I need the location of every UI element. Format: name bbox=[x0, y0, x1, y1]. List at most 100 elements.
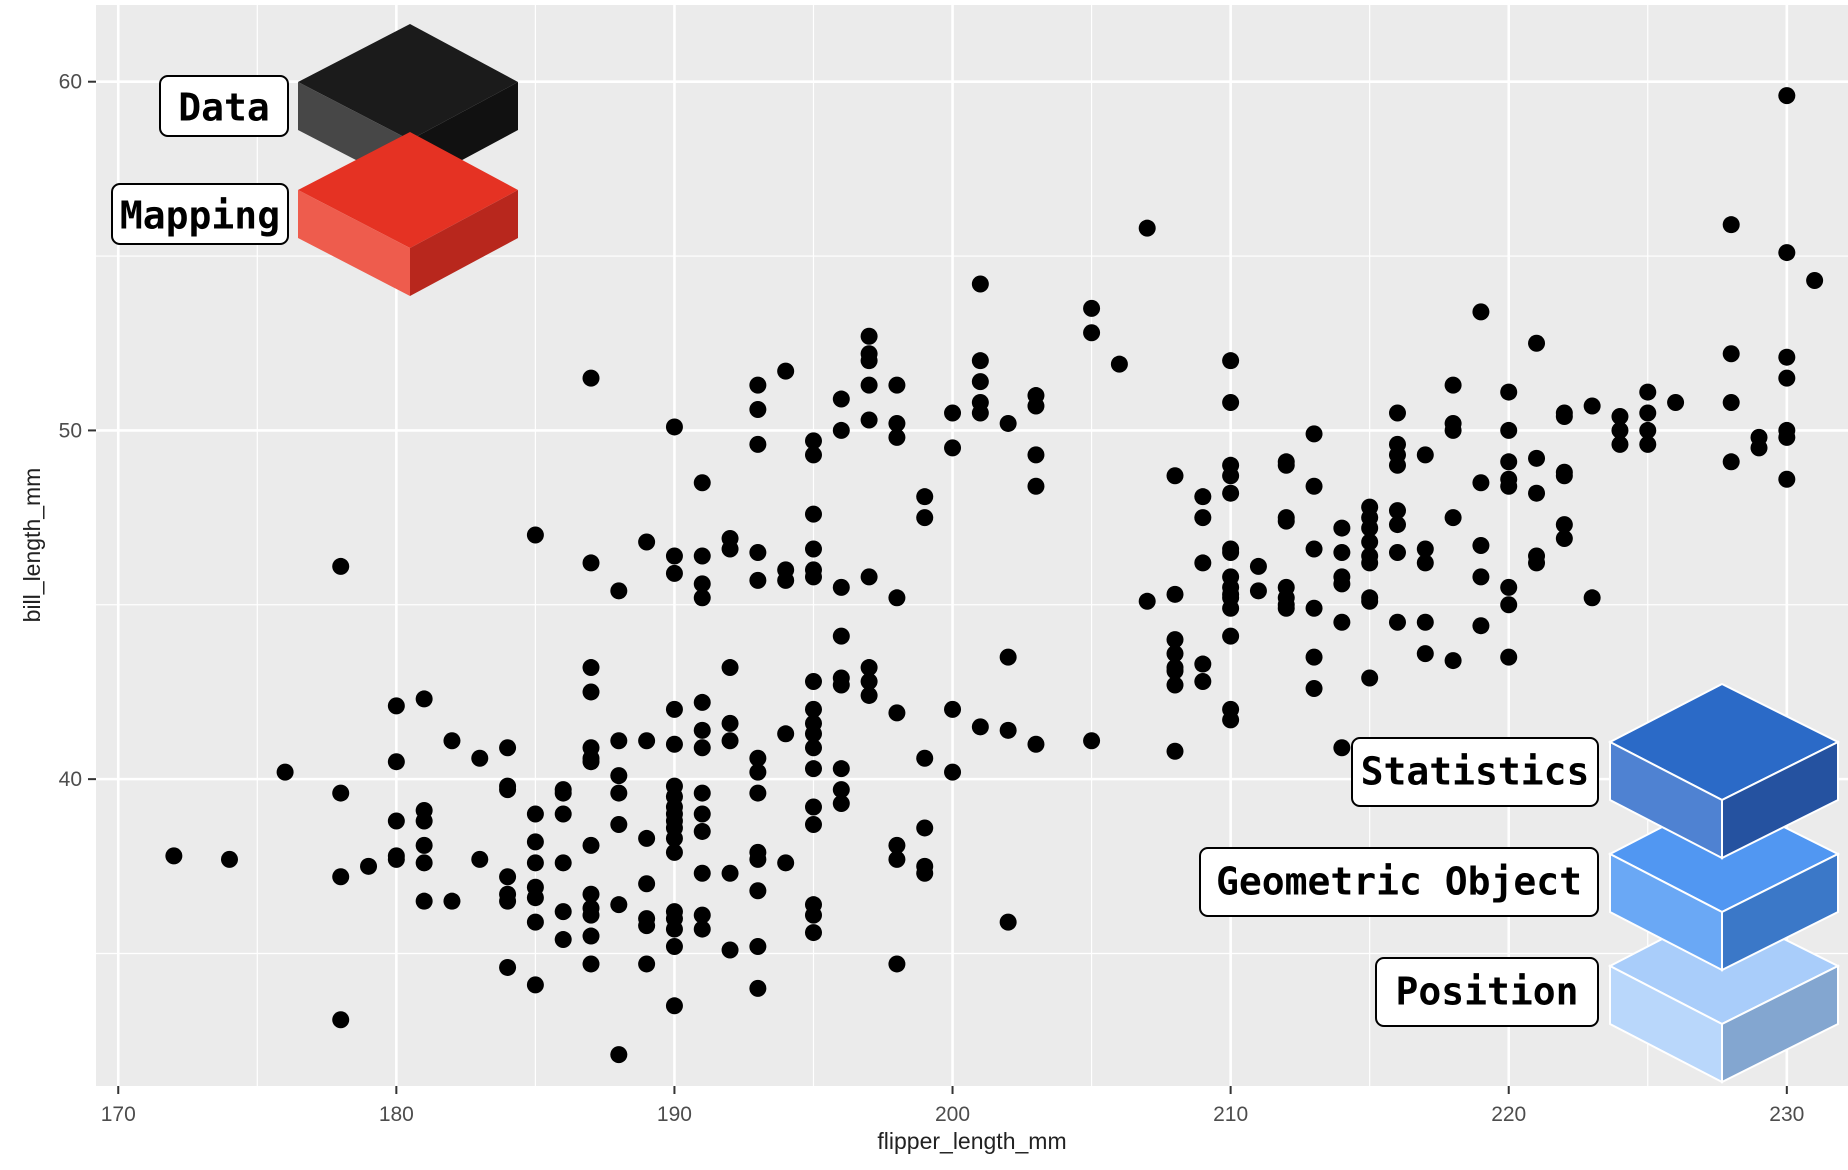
data-point bbox=[387, 697, 405, 715]
data-point bbox=[1778, 470, 1796, 488]
data-point bbox=[610, 1046, 628, 1064]
data-point bbox=[1222, 467, 1240, 485]
data-point bbox=[832, 578, 850, 596]
data-point bbox=[499, 892, 517, 910]
data-point bbox=[721, 941, 739, 959]
data-point bbox=[1277, 456, 1295, 474]
data-point bbox=[1277, 599, 1295, 617]
scatter-points bbox=[165, 87, 1824, 1064]
data-point bbox=[332, 868, 350, 886]
layer-label-box-mapping bbox=[111, 183, 289, 245]
data-point bbox=[665, 418, 683, 436]
data-point bbox=[888, 850, 906, 868]
data-point bbox=[1806, 271, 1824, 289]
data-point bbox=[1361, 669, 1379, 687]
data-point bbox=[888, 955, 906, 973]
data-point bbox=[749, 850, 767, 868]
data-point bbox=[1416, 613, 1434, 631]
data-point bbox=[638, 917, 656, 935]
data-point bbox=[665, 547, 683, 565]
data-point bbox=[526, 889, 544, 907]
data-point bbox=[610, 767, 628, 785]
data-point bbox=[916, 864, 934, 882]
data-point bbox=[526, 913, 544, 931]
data-point bbox=[1472, 617, 1490, 635]
data-point bbox=[832, 421, 850, 439]
data-point bbox=[1778, 87, 1796, 105]
x-axis-title: flipper_length_mm bbox=[877, 1128, 1066, 1154]
data-point bbox=[1388, 456, 1406, 474]
data-point bbox=[1027, 735, 1045, 753]
layer-block-position-right bbox=[1721, 964, 1839, 1084]
data-point bbox=[1583, 589, 1601, 607]
data-point bbox=[916, 509, 934, 527]
data-point bbox=[693, 721, 711, 739]
layer-label-position: Position bbox=[1395, 970, 1578, 1014]
data-point bbox=[1722, 216, 1740, 234]
data-point bbox=[526, 976, 544, 994]
data-point bbox=[1444, 509, 1462, 527]
data-point bbox=[387, 753, 405, 771]
data-point bbox=[1500, 453, 1518, 471]
data-point bbox=[638, 829, 656, 847]
data-point bbox=[693, 805, 711, 823]
data-point bbox=[832, 795, 850, 813]
data-point bbox=[471, 850, 489, 868]
data-point bbox=[944, 404, 962, 422]
data-point bbox=[1500, 421, 1518, 439]
layer-block-mapping-right bbox=[410, 190, 518, 296]
data-point bbox=[832, 781, 850, 799]
data-point bbox=[693, 547, 711, 565]
data-point bbox=[1472, 568, 1490, 586]
data-point bbox=[1249, 582, 1267, 600]
data-point bbox=[1222, 352, 1240, 370]
data-point bbox=[638, 875, 656, 893]
data-point bbox=[1083, 299, 1101, 317]
layer-label-box-geometric-object bbox=[1199, 847, 1599, 917]
data-point bbox=[999, 414, 1017, 432]
data-point bbox=[1639, 404, 1657, 422]
data-point bbox=[888, 428, 906, 446]
data-point bbox=[1472, 474, 1490, 492]
data-point bbox=[944, 700, 962, 718]
data-point bbox=[1194, 672, 1212, 690]
data-point bbox=[1444, 421, 1462, 439]
data-point bbox=[1500, 383, 1518, 401]
data-point bbox=[554, 854, 572, 872]
layer-block-statistics: Statistics bbox=[1351, 682, 1841, 860]
x-tick-label: 220 bbox=[1491, 1103, 1526, 1126]
data-point bbox=[610, 732, 628, 750]
data-point bbox=[1194, 488, 1212, 506]
data-point bbox=[804, 725, 822, 743]
data-point bbox=[415, 836, 433, 854]
data-point bbox=[888, 414, 906, 432]
data-point bbox=[1138, 219, 1156, 237]
layer-block-mapping: Mapping bbox=[111, 132, 518, 296]
data-point bbox=[1166, 742, 1184, 760]
data-point bbox=[804, 568, 822, 586]
data-point bbox=[665, 843, 683, 861]
data-point bbox=[777, 725, 795, 743]
data-point bbox=[610, 784, 628, 802]
data-point bbox=[1388, 404, 1406, 422]
y-tick-label: 50 bbox=[59, 419, 82, 442]
data-point bbox=[665, 700, 683, 718]
data-point bbox=[1528, 554, 1546, 572]
axis-ticks: 170 180 190 200 210 220 230 40 50 60 bbox=[59, 71, 1805, 1126]
data-point bbox=[804, 432, 822, 450]
data-point bbox=[1778, 428, 1796, 446]
data-point bbox=[554, 784, 572, 802]
data-point bbox=[804, 700, 822, 718]
data-point bbox=[804, 739, 822, 757]
data-point bbox=[665, 920, 683, 938]
data-point bbox=[1555, 530, 1573, 548]
data-point bbox=[665, 829, 683, 847]
data-point bbox=[916, 488, 934, 506]
data-point bbox=[804, 798, 822, 816]
x-tick-label: 170 bbox=[101, 1103, 136, 1126]
data-point bbox=[804, 672, 822, 690]
layer-block-statistics-right bbox=[1721, 740, 1839, 860]
data-point bbox=[610, 896, 628, 914]
data-point bbox=[749, 571, 767, 589]
data-point bbox=[1222, 394, 1240, 412]
